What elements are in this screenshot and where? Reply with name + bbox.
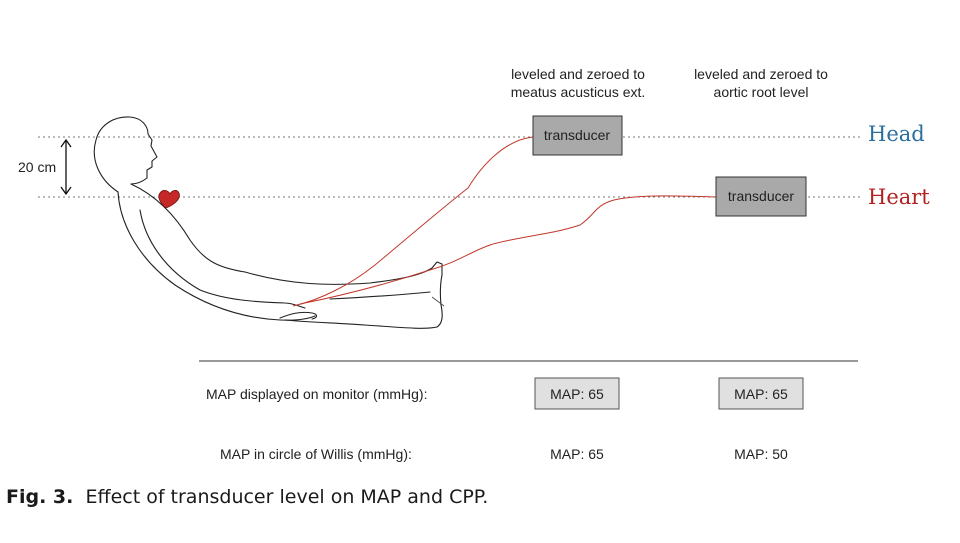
figure-caption-text: Effect of transducer level on MAP and CP… [85, 486, 489, 508]
map-willis-value-1: MAP: 65 [550, 446, 604, 462]
col1-header-line1: leveled and zeroed to [511, 66, 645, 82]
map-monitor-value-2: MAP: 65 [734, 386, 788, 402]
transducer-heart-box [715, 176, 807, 217]
map-monitor-box-1 [534, 377, 620, 410]
map-monitor-value-1: MAP: 65 [550, 386, 604, 402]
tubing-heart [299, 195, 719, 305]
map-monitor-box-2 [718, 377, 804, 410]
col1-header-line2: meatus acusticus ext. [511, 84, 646, 100]
monitor-row-label: MAP displayed on monitor (mmHg): [206, 386, 427, 402]
heart-icon [158, 190, 180, 209]
figure-number: Fig. 3. [6, 486, 74, 508]
height-label: 20 cm [18, 159, 56, 175]
transducer-head-label: transducer [544, 127, 610, 143]
head-level-label: Head [868, 122, 925, 146]
willis-row-label: MAP in circle of Willis (mmHg): [220, 446, 412, 462]
transducer-heart-label: transducer [728, 188, 794, 204]
col2-header-line1: leveled and zeroed to [694, 66, 828, 82]
tubing-head [292, 136, 534, 307]
patient-outline [93, 116, 443, 329]
map-willis-value-2: MAP: 50 [734, 446, 788, 462]
height-arrow [60, 138, 72, 196]
figure-caption: Fig. 3. Effect of transducer level on MA… [6, 486, 488, 508]
col2-header-line2: aortic root level [714, 84, 809, 100]
tubing-cross-mark [431, 296, 445, 307]
heart-level-label: Heart [868, 185, 930, 209]
transducer-head-box [532, 115, 623, 156]
